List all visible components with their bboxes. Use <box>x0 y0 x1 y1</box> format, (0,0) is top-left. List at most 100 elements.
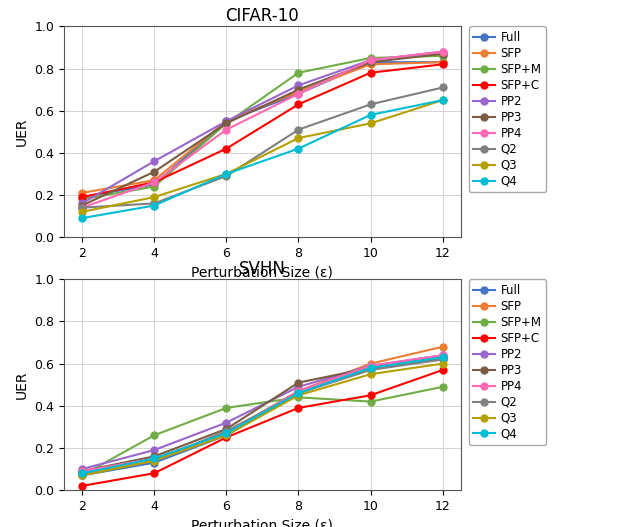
PP4 <box>294 91 302 97</box>
SFP <box>78 470 86 476</box>
Q3 <box>78 472 86 479</box>
Line: Q3: Q3 <box>79 96 446 216</box>
SFP+C <box>367 392 374 398</box>
Q2 <box>223 173 230 179</box>
PP4 <box>223 126 230 133</box>
Line: PP4: PP4 <box>79 48 446 211</box>
Full <box>150 181 158 188</box>
Line: Q2: Q2 <box>79 356 446 479</box>
PP4 <box>223 430 230 436</box>
Line: PP3: PP3 <box>79 50 446 209</box>
Q4 <box>223 171 230 177</box>
SFP+M <box>439 53 447 59</box>
Q4 <box>439 354 447 360</box>
SFP+M <box>294 70 302 76</box>
Title: CIFAR-10: CIFAR-10 <box>225 7 300 25</box>
PP2 <box>439 48 447 55</box>
Line: PP4: PP4 <box>79 352 446 475</box>
PP2 <box>78 200 86 207</box>
PP2 <box>439 352 447 358</box>
PP2 <box>223 118 230 124</box>
Line: Full: Full <box>79 356 446 479</box>
Q4 <box>294 390 302 396</box>
Q2 <box>367 101 374 108</box>
Q2 <box>78 204 86 211</box>
SFP+C <box>78 194 86 200</box>
Line: Q4: Q4 <box>79 96 446 222</box>
Q4 <box>78 215 86 221</box>
Q2 <box>367 367 374 373</box>
PP4 <box>439 352 447 358</box>
Q3 <box>294 392 302 398</box>
Line: Full: Full <box>79 58 446 201</box>
Legend: Full, SFP, SFP+M, SFP+C, PP2, PP3, PP4, Q2, Q3, Q4: Full, SFP, SFP+M, SFP+C, PP2, PP3, PP4, … <box>468 26 547 192</box>
SFP <box>367 61 374 67</box>
Q4 <box>367 112 374 118</box>
Full <box>223 432 230 438</box>
PP3 <box>294 379 302 386</box>
SFP+C <box>223 145 230 152</box>
Full <box>78 194 86 200</box>
Q2 <box>439 356 447 363</box>
SFP+C <box>150 470 158 476</box>
PP4 <box>78 204 86 211</box>
Q3 <box>223 432 230 438</box>
Q3 <box>150 194 158 200</box>
X-axis label: Perturbation Size (ε): Perturbation Size (ε) <box>191 519 333 527</box>
Q4 <box>223 430 230 436</box>
Line: PP2: PP2 <box>79 352 446 473</box>
PP2 <box>294 82 302 89</box>
SFP+C <box>294 101 302 108</box>
Line: Q3: Q3 <box>79 360 446 479</box>
Line: SFP: SFP <box>79 343 446 477</box>
Line: SFP+C: SFP+C <box>79 366 446 490</box>
Q4 <box>367 365 374 371</box>
Line: SFP+M: SFP+M <box>79 52 446 203</box>
Q2 <box>294 390 302 396</box>
PP3 <box>439 51 447 57</box>
Line: PP2: PP2 <box>79 48 446 207</box>
Q2 <box>150 200 158 207</box>
Full <box>294 390 302 396</box>
PP3 <box>294 86 302 93</box>
X-axis label: Perturbation Size (ε): Perturbation Size (ε) <box>191 266 333 279</box>
PP4 <box>150 179 158 186</box>
Y-axis label: UER: UER <box>15 370 29 399</box>
Line: SFP+C: SFP+C <box>79 61 446 201</box>
Full <box>78 472 86 479</box>
SFP+C <box>223 434 230 441</box>
Q3 <box>150 457 158 464</box>
PP3 <box>223 120 230 126</box>
PP4 <box>78 468 86 474</box>
SFP <box>439 59 447 65</box>
Line: SFP+M: SFP+M <box>79 383 446 479</box>
SFP+M <box>223 405 230 411</box>
Line: PP3: PP3 <box>79 354 446 475</box>
SFP+M <box>150 432 158 438</box>
PP2 <box>150 158 158 164</box>
SFP <box>223 430 230 436</box>
SFP <box>294 89 302 95</box>
PP3 <box>78 202 86 209</box>
SFP <box>150 177 158 183</box>
Q4 <box>78 470 86 476</box>
PP3 <box>367 59 374 65</box>
SFP <box>294 388 302 394</box>
SFP+M <box>78 472 86 479</box>
Q2 <box>223 428 230 434</box>
Q4 <box>294 145 302 152</box>
SFP+M <box>367 398 374 405</box>
Q3 <box>367 371 374 377</box>
SFP <box>150 457 158 464</box>
Q3 <box>294 135 302 141</box>
SFP+M <box>367 55 374 61</box>
SFP+M <box>294 394 302 401</box>
Full <box>223 118 230 124</box>
Legend: Full, SFP, SFP+M, SFP+C, PP2, PP3, PP4, Q2, Q3, Q4: Full, SFP, SFP+M, SFP+C, PP2, PP3, PP4, … <box>468 279 547 445</box>
Title: SVHN: SVHN <box>239 260 286 278</box>
PP4 <box>439 48 447 55</box>
SFP <box>223 118 230 124</box>
SFP+C <box>367 70 374 76</box>
Full <box>150 460 158 466</box>
SFP+C <box>150 179 158 186</box>
